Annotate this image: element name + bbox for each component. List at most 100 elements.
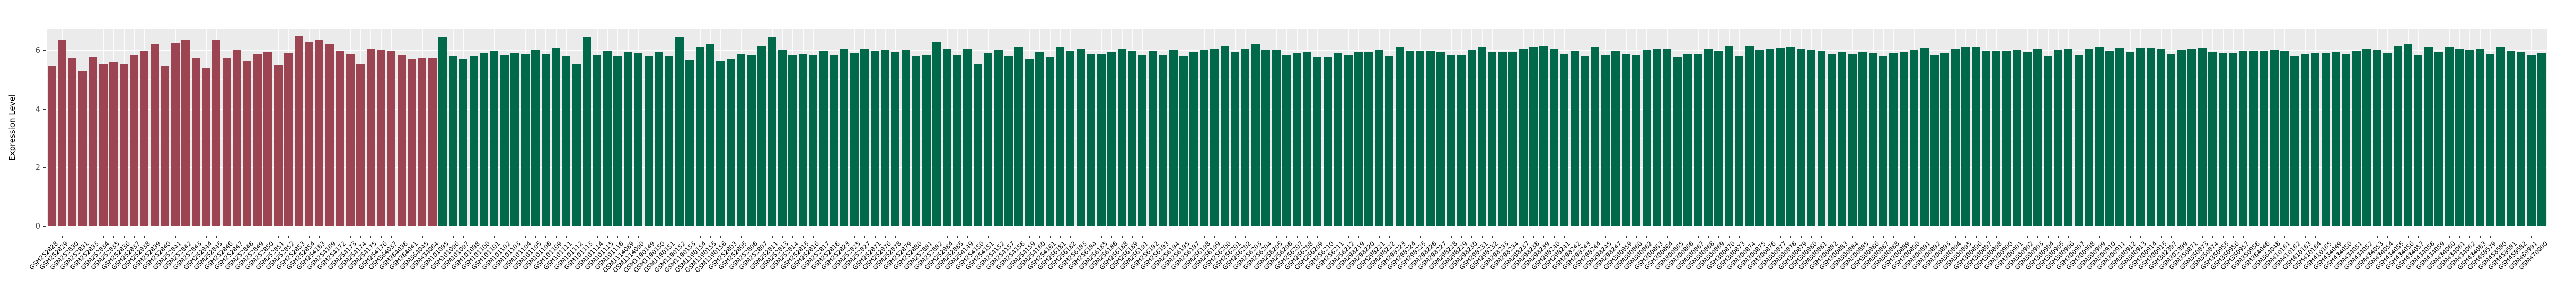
bar: [819, 51, 828, 226]
x-tick-mark: [1667, 236, 1668, 238]
bar: [1354, 52, 1363, 226]
bar: [2424, 47, 2433, 226]
x-tick-mark: [597, 236, 598, 238]
bar: [613, 56, 622, 226]
bar: [2486, 53, 2495, 226]
x-tick-mark: [1780, 236, 1781, 238]
bar: [870, 51, 879, 226]
bar: [1549, 48, 1558, 226]
bar: [1251, 44, 1260, 226]
x-tick-mark: [875, 236, 876, 238]
x-tick-mark: [1276, 236, 1277, 238]
bar: [1693, 53, 1702, 226]
x-tick-mark: [700, 236, 701, 238]
bar: [2270, 50, 2279, 226]
x-tick-mark: [2027, 236, 2028, 238]
x-tick-mark: [1728, 236, 1730, 238]
bar: [1025, 58, 1034, 226]
x-tick-mark: [1451, 236, 1452, 238]
bar: [1364, 52, 1373, 226]
x-tick-mark: [1029, 236, 1030, 238]
x-tick-mark: [2068, 236, 2069, 238]
x-tick-mark: [2058, 236, 2059, 238]
y-tick-label: 2: [35, 162, 40, 173]
x-tick-mark: [607, 236, 608, 238]
bar: [2125, 52, 2134, 226]
bar: [2074, 55, 2083, 226]
x-tick-mark: [1379, 236, 1380, 238]
x-tick-mark: [1605, 236, 1606, 238]
bar: [1477, 46, 1486, 226]
bar: [58, 40, 67, 226]
bar: [1498, 52, 1507, 226]
bar: [171, 43, 180, 226]
bar: [78, 71, 87, 226]
x-tick-mark: [720, 236, 721, 238]
x-tick-mark: [1554, 236, 1555, 238]
bar: [912, 56, 921, 226]
x-tick-mark: [1955, 236, 1956, 238]
x-tick-mark: [453, 236, 454, 238]
x-tick-mark: [545, 236, 546, 238]
bar: [644, 56, 653, 226]
bar: [2187, 48, 2196, 226]
x-tick-mark: [1646, 236, 1647, 238]
x-tick-mark: [854, 236, 855, 238]
y-tick-mark: [43, 226, 46, 227]
x-tick-mark: [2480, 236, 2481, 238]
x-tick-mark: [710, 236, 711, 238]
bar: [428, 58, 437, 226]
x-tick-mark: [2377, 236, 2378, 238]
bar: [1971, 47, 1980, 226]
y-tick-label: 0: [35, 221, 40, 231]
x-tick-mark: [2233, 236, 2234, 238]
bar: [1272, 49, 1281, 226]
bar: [932, 42, 941, 226]
bar: [1817, 51, 1826, 226]
bar: [469, 56, 478, 226]
bar: [1642, 50, 1651, 226]
bar: [695, 47, 704, 226]
bar: [1910, 50, 1919, 226]
x-tick-mark: [772, 236, 773, 238]
bar: [438, 37, 447, 226]
x-tick-mark: [350, 236, 351, 238]
bar: [1107, 51, 1116, 226]
bar: [387, 50, 396, 226]
bar: [1796, 49, 1805, 226]
bar: [397, 55, 406, 226]
bar: [655, 51, 663, 226]
x-tick-mark: [1420, 236, 1421, 238]
bar: [2095, 47, 2104, 226]
bar: [1848, 54, 1857, 226]
bar: [942, 49, 951, 226]
bar: [1755, 49, 1764, 226]
bar: [2167, 54, 2176, 226]
bar: [222, 58, 231, 226]
bar: [2239, 51, 2248, 226]
bar: [634, 53, 643, 226]
bar: [1735, 56, 1744, 226]
bar: [315, 40, 324, 226]
bar: [1292, 52, 1301, 226]
x-tick-mark: [2222, 236, 2224, 238]
x-tick-mark: [741, 236, 742, 238]
bar: [1570, 50, 1579, 226]
bar: [1035, 52, 1044, 226]
x-tick-mark: [103, 236, 104, 238]
bar: [263, 51, 272, 226]
bar: [1406, 50, 1414, 226]
bar: [212, 40, 221, 226]
bar: [1045, 57, 1054, 226]
x-tick-mark: [2130, 236, 2131, 238]
x-tick-mark: [2202, 236, 2203, 238]
bar: [1714, 51, 1723, 226]
x-tick-mark: [1533, 236, 1534, 238]
x-tick-mark: [1811, 236, 1812, 238]
x-tick-mark: [566, 236, 567, 238]
bar: [1940, 53, 1949, 226]
x-tick-mark: [1975, 236, 1977, 238]
x-tick-mark: [1986, 236, 1987, 238]
x-tick-mark: [1358, 236, 1359, 238]
x-tick-mark: [1626, 236, 1627, 238]
